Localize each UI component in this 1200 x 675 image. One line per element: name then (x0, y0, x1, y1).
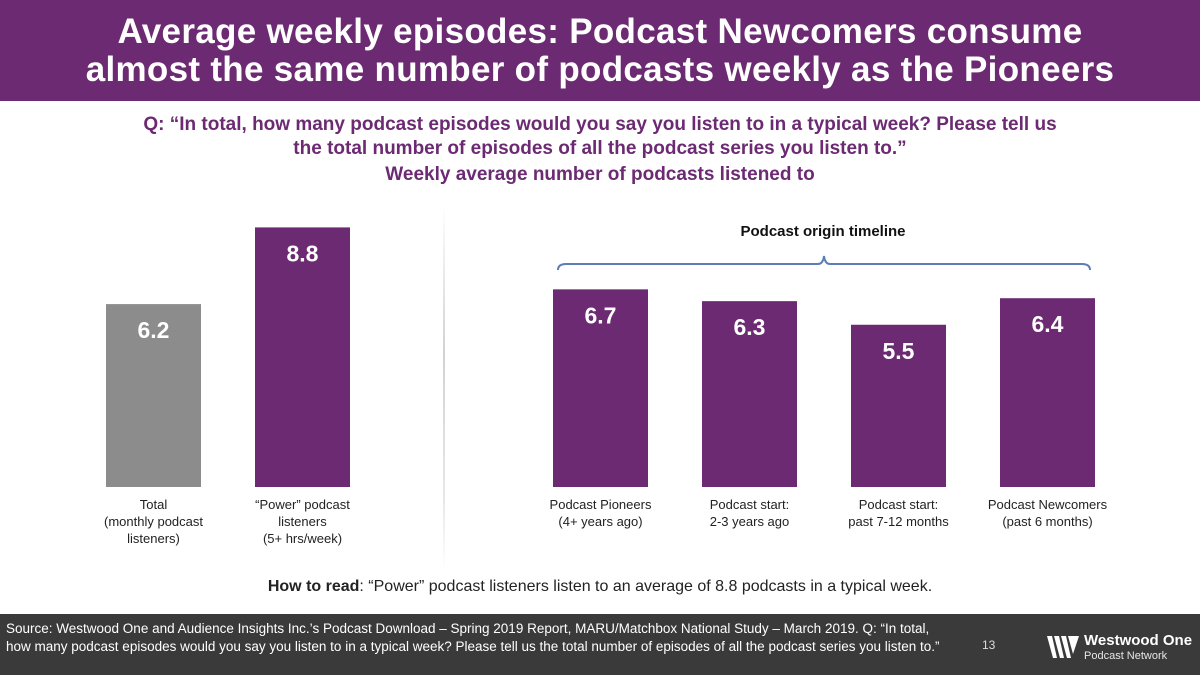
category-label-2-1: Podcast Pioneers (4+ years ago) (550, 497, 652, 529)
logo-subname: Podcast Network (1084, 650, 1168, 662)
bar-2-1 (553, 289, 648, 487)
logo-name: Westwood One (1084, 632, 1193, 649)
page-title-line-1: Average weekly episodes: Podcast Newcome… (117, 12, 1083, 51)
data-label-1-2: 8.8 (287, 240, 319, 266)
data-label-2-3: 5.5 (883, 338, 915, 364)
category-label-2-4: Podcast Newcomers (past 6 months) (988, 497, 1108, 529)
question-line-2: the total number of episodes of all the … (293, 138, 907, 159)
data-label-2-4: 6.4 (1032, 311, 1064, 337)
timeline-title: Podcast origin timeline (740, 223, 905, 240)
timeline-bracket (557, 255, 1091, 271)
how-to-read: How to read: “Power” podcast listeners l… (0, 578, 1200, 596)
bar-2-2 (702, 301, 797, 487)
bar-1-2 (255, 227, 350, 487)
westwood-one-logo-icon (1047, 636, 1079, 658)
data-label-2-2: 6.3 (734, 314, 766, 340)
bar-2-4 (1000, 298, 1095, 487)
westwood-one-logo: Westwood One Podcast Network (1046, 632, 1196, 666)
page-title-line-2: almost the same number of podcasts weekl… (85, 50, 1115, 89)
how-to-read-text: : “Power” podcast listeners listen to an… (359, 578, 933, 595)
bar-1-1 (106, 304, 201, 487)
category-label-2-3: Podcast start: past 7-12 months (848, 497, 949, 529)
title-banner: Average weekly episodes: Podcast Newcome… (0, 0, 1200, 101)
bar-2-3 (851, 324, 946, 487)
source-note: Source: Westwood One and Audience Insigh… (6, 621, 940, 654)
category-label-1-1: Total (monthly podcast listeners) (104, 497, 203, 546)
how-to-read-label: How to read (267, 578, 360, 595)
section-divider (443, 205, 445, 570)
footer: Source: Westwood One and Audience Insigh… (0, 614, 1200, 675)
data-label-2-1: 6.7 (585, 302, 617, 328)
category-label-2-2: Podcast start: 2-3 years ago (710, 497, 790, 529)
question-line-1: Q: “In total, how many podcast episodes … (143, 114, 1057, 135)
chart-subtitle: Weekly average number of podcasts listen… (385, 164, 815, 185)
charts-canvas: 6.2 Total (monthly podcast listeners) 8.8 “Po… (104, 223, 1108, 546)
page-number: 13 (982, 638, 996, 652)
data-label-1-1: 6.2 (138, 317, 170, 343)
category-label-1-2: “Power” podcast listeners (5+ hrs/week) (255, 497, 350, 546)
